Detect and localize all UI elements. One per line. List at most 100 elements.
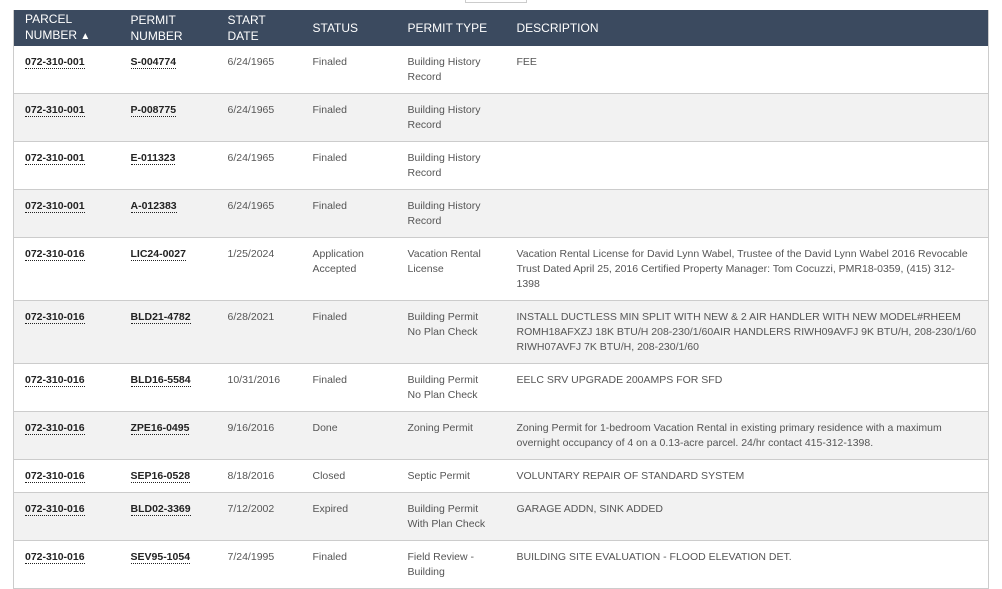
table-row: 072-310-001 P-008775 6/24/1965 Finaled B… bbox=[13, 93, 989, 142]
table-row: 072-310-016 ZPE16-0495 9/16/2016 Done Zo… bbox=[13, 411, 989, 460]
permit-link[interactable]: P-008775 bbox=[130, 104, 177, 117]
parcel-cell: 072-310-001 bbox=[13, 46, 120, 94]
permit-cell: BLD16-5584 bbox=[119, 363, 217, 412]
description bbox=[505, 189, 989, 238]
permit-cell: LIC24-0027 bbox=[119, 237, 217, 301]
start-date: 7/12/2002 bbox=[216, 492, 302, 541]
column-header-description[interactable]: DESCRIPTION bbox=[505, 10, 989, 46]
table-row: 072-310-001 E-011323 6/24/1965 Finaled B… bbox=[13, 141, 989, 190]
status: Closed bbox=[301, 459, 397, 493]
column-header-permit-number[interactable]: PERMIT NUMBER bbox=[119, 10, 217, 46]
top-tab bbox=[465, 0, 527, 3]
status: Finaled bbox=[301, 141, 397, 190]
permit-link[interactable]: BLD02-3369 bbox=[130, 503, 191, 516]
parcel-cell: 072-310-016 bbox=[13, 411, 120, 460]
start-date: 7/24/1995 bbox=[216, 540, 302, 589]
status: Finaled bbox=[301, 46, 397, 94]
start-date: 6/28/2021 bbox=[216, 300, 302, 364]
permit-cell: SEP16-0528 bbox=[119, 459, 217, 493]
column-header-start-date[interactable]: START DATE bbox=[216, 10, 302, 46]
parcel-cell: 072-310-001 bbox=[13, 189, 120, 238]
permit-type: Septic Permit bbox=[396, 459, 506, 493]
start-date: 10/31/2016 bbox=[216, 363, 302, 412]
parcel-link[interactable]: 072-310-001 bbox=[25, 152, 85, 165]
permit-link[interactable]: E-011323 bbox=[130, 152, 176, 165]
permit-link[interactable]: A-012383 bbox=[130, 200, 177, 213]
start-date: 6/24/1965 bbox=[216, 189, 302, 238]
column-header-parcel-number[interactable]: PARCEL NUMBER ▲ bbox=[13, 10, 120, 46]
status: Finaled bbox=[301, 189, 397, 238]
permit-type: Building Permit With Plan Check bbox=[396, 492, 506, 541]
permit-cell: P-008775 bbox=[119, 93, 217, 142]
permit-link[interactable]: SEV95-1054 bbox=[130, 551, 191, 564]
description: GARAGE ADDN, SINK ADDED bbox=[505, 492, 989, 541]
parcel-link[interactable]: 072-310-016 bbox=[25, 374, 85, 387]
description: BUILDING SITE EVALUATION - FLOOD ELEVATI… bbox=[505, 540, 989, 589]
table-row: 072-310-001 S-004774 6/24/1965 Finaled B… bbox=[13, 46, 989, 94]
permit-cell: BLD21-4782 bbox=[119, 300, 217, 364]
permit-link[interactable]: BLD21-4782 bbox=[130, 311, 191, 324]
permit-link[interactable]: S-004774 bbox=[130, 56, 177, 69]
description bbox=[505, 93, 989, 142]
description bbox=[505, 141, 989, 190]
description: Vacation Rental License for David Lynn W… bbox=[505, 237, 989, 301]
permit-cell: SEV95-1054 bbox=[119, 540, 217, 589]
permit-link[interactable]: BLD16-5584 bbox=[130, 374, 191, 387]
parcel-link[interactable]: 072-310-016 bbox=[25, 422, 85, 435]
parcel-cell: 072-310-016 bbox=[13, 492, 120, 541]
parcel-link[interactable]: 072-310-016 bbox=[25, 248, 85, 261]
description: VOLUNTARY REPAIR OF STANDARD SYSTEM bbox=[505, 459, 989, 493]
parcel-link[interactable]: 072-310-001 bbox=[25, 104, 85, 117]
permit-link[interactable]: ZPE16-0495 bbox=[130, 422, 190, 435]
permit-cell: ZPE16-0495 bbox=[119, 411, 217, 460]
status: Finaled bbox=[301, 300, 397, 364]
parcel-cell: 072-310-016 bbox=[13, 363, 120, 412]
permit-type: Building Permit No Plan Check bbox=[396, 363, 506, 412]
column-header-permit-type[interactable]: PERMIT TYPE bbox=[396, 10, 506, 46]
column-header-status[interactable]: STATUS bbox=[301, 10, 397, 46]
description: FEE bbox=[505, 46, 989, 94]
table-row: 072-310-001 A-012383 6/24/1965 Finaled B… bbox=[13, 189, 989, 238]
start-date: 6/24/1965 bbox=[216, 46, 302, 94]
parcel-cell: 072-310-001 bbox=[13, 141, 120, 190]
permit-type: Vacation Rental License bbox=[396, 237, 506, 301]
table-header: PARCEL NUMBER ▲ PERMIT NUMBER START DATE… bbox=[13, 10, 989, 46]
parcel-link[interactable]: 072-310-016 bbox=[25, 551, 85, 564]
permit-type: Building History Record bbox=[396, 189, 506, 238]
status: Expired bbox=[301, 492, 397, 541]
status: Finaled bbox=[301, 363, 397, 412]
status: Finaled bbox=[301, 540, 397, 589]
table-row: 072-310-016 SEV95-1054 7/24/1995 Finaled… bbox=[13, 540, 989, 589]
parcel-cell: 072-310-016 bbox=[13, 237, 120, 301]
permit-type: Building History Record bbox=[396, 93, 506, 142]
sort-ascending-icon: ▲ bbox=[80, 31, 91, 42]
start-date: 8/18/2016 bbox=[216, 459, 302, 493]
permit-cell: S-004774 bbox=[119, 46, 217, 94]
status: Application Accepted bbox=[301, 237, 397, 301]
permit-type: Zoning Permit bbox=[396, 411, 506, 460]
permit-cell: A-012383 bbox=[119, 189, 217, 238]
parcel-cell: 072-310-016 bbox=[13, 300, 120, 364]
permit-type: Building Permit No Plan Check bbox=[396, 300, 506, 364]
description: INSTALL DUCTLESS MIN SPLIT WITH NEW & 2 … bbox=[505, 300, 989, 364]
permit-link[interactable]: SEP16-0528 bbox=[130, 470, 191, 483]
permit-type: Building History Record bbox=[396, 141, 506, 190]
start-date: 6/24/1965 bbox=[216, 93, 302, 142]
permit-type: Field Review - Building bbox=[396, 540, 506, 589]
parcel-link[interactable]: 072-310-001 bbox=[25, 200, 85, 213]
parcel-link[interactable]: 072-310-016 bbox=[25, 470, 85, 483]
parcel-link[interactable]: 072-310-016 bbox=[25, 503, 85, 516]
permits-table: PARCEL NUMBER ▲ PERMIT NUMBER START DATE… bbox=[13, 10, 989, 589]
start-date: 6/24/1965 bbox=[216, 141, 302, 190]
parcel-link[interactable]: 072-310-016 bbox=[25, 311, 85, 324]
parcel-link[interactable]: 072-310-001 bbox=[25, 56, 85, 69]
permit-cell: E-011323 bbox=[119, 141, 217, 190]
description: Zoning Permit for 1-bedroom Vacation Ren… bbox=[505, 411, 989, 460]
permit-type: Building History Record bbox=[396, 46, 506, 94]
permit-link[interactable]: LIC24-0027 bbox=[130, 248, 186, 261]
status: Done bbox=[301, 411, 397, 460]
parcel-cell: 072-310-016 bbox=[13, 540, 120, 589]
description: EELC SRV UPGRADE 200AMPS FOR SFD bbox=[505, 363, 989, 412]
table-row: 072-310-016 BLD02-3369 7/12/2002 Expired… bbox=[13, 492, 989, 541]
permit-cell: BLD02-3369 bbox=[119, 492, 217, 541]
